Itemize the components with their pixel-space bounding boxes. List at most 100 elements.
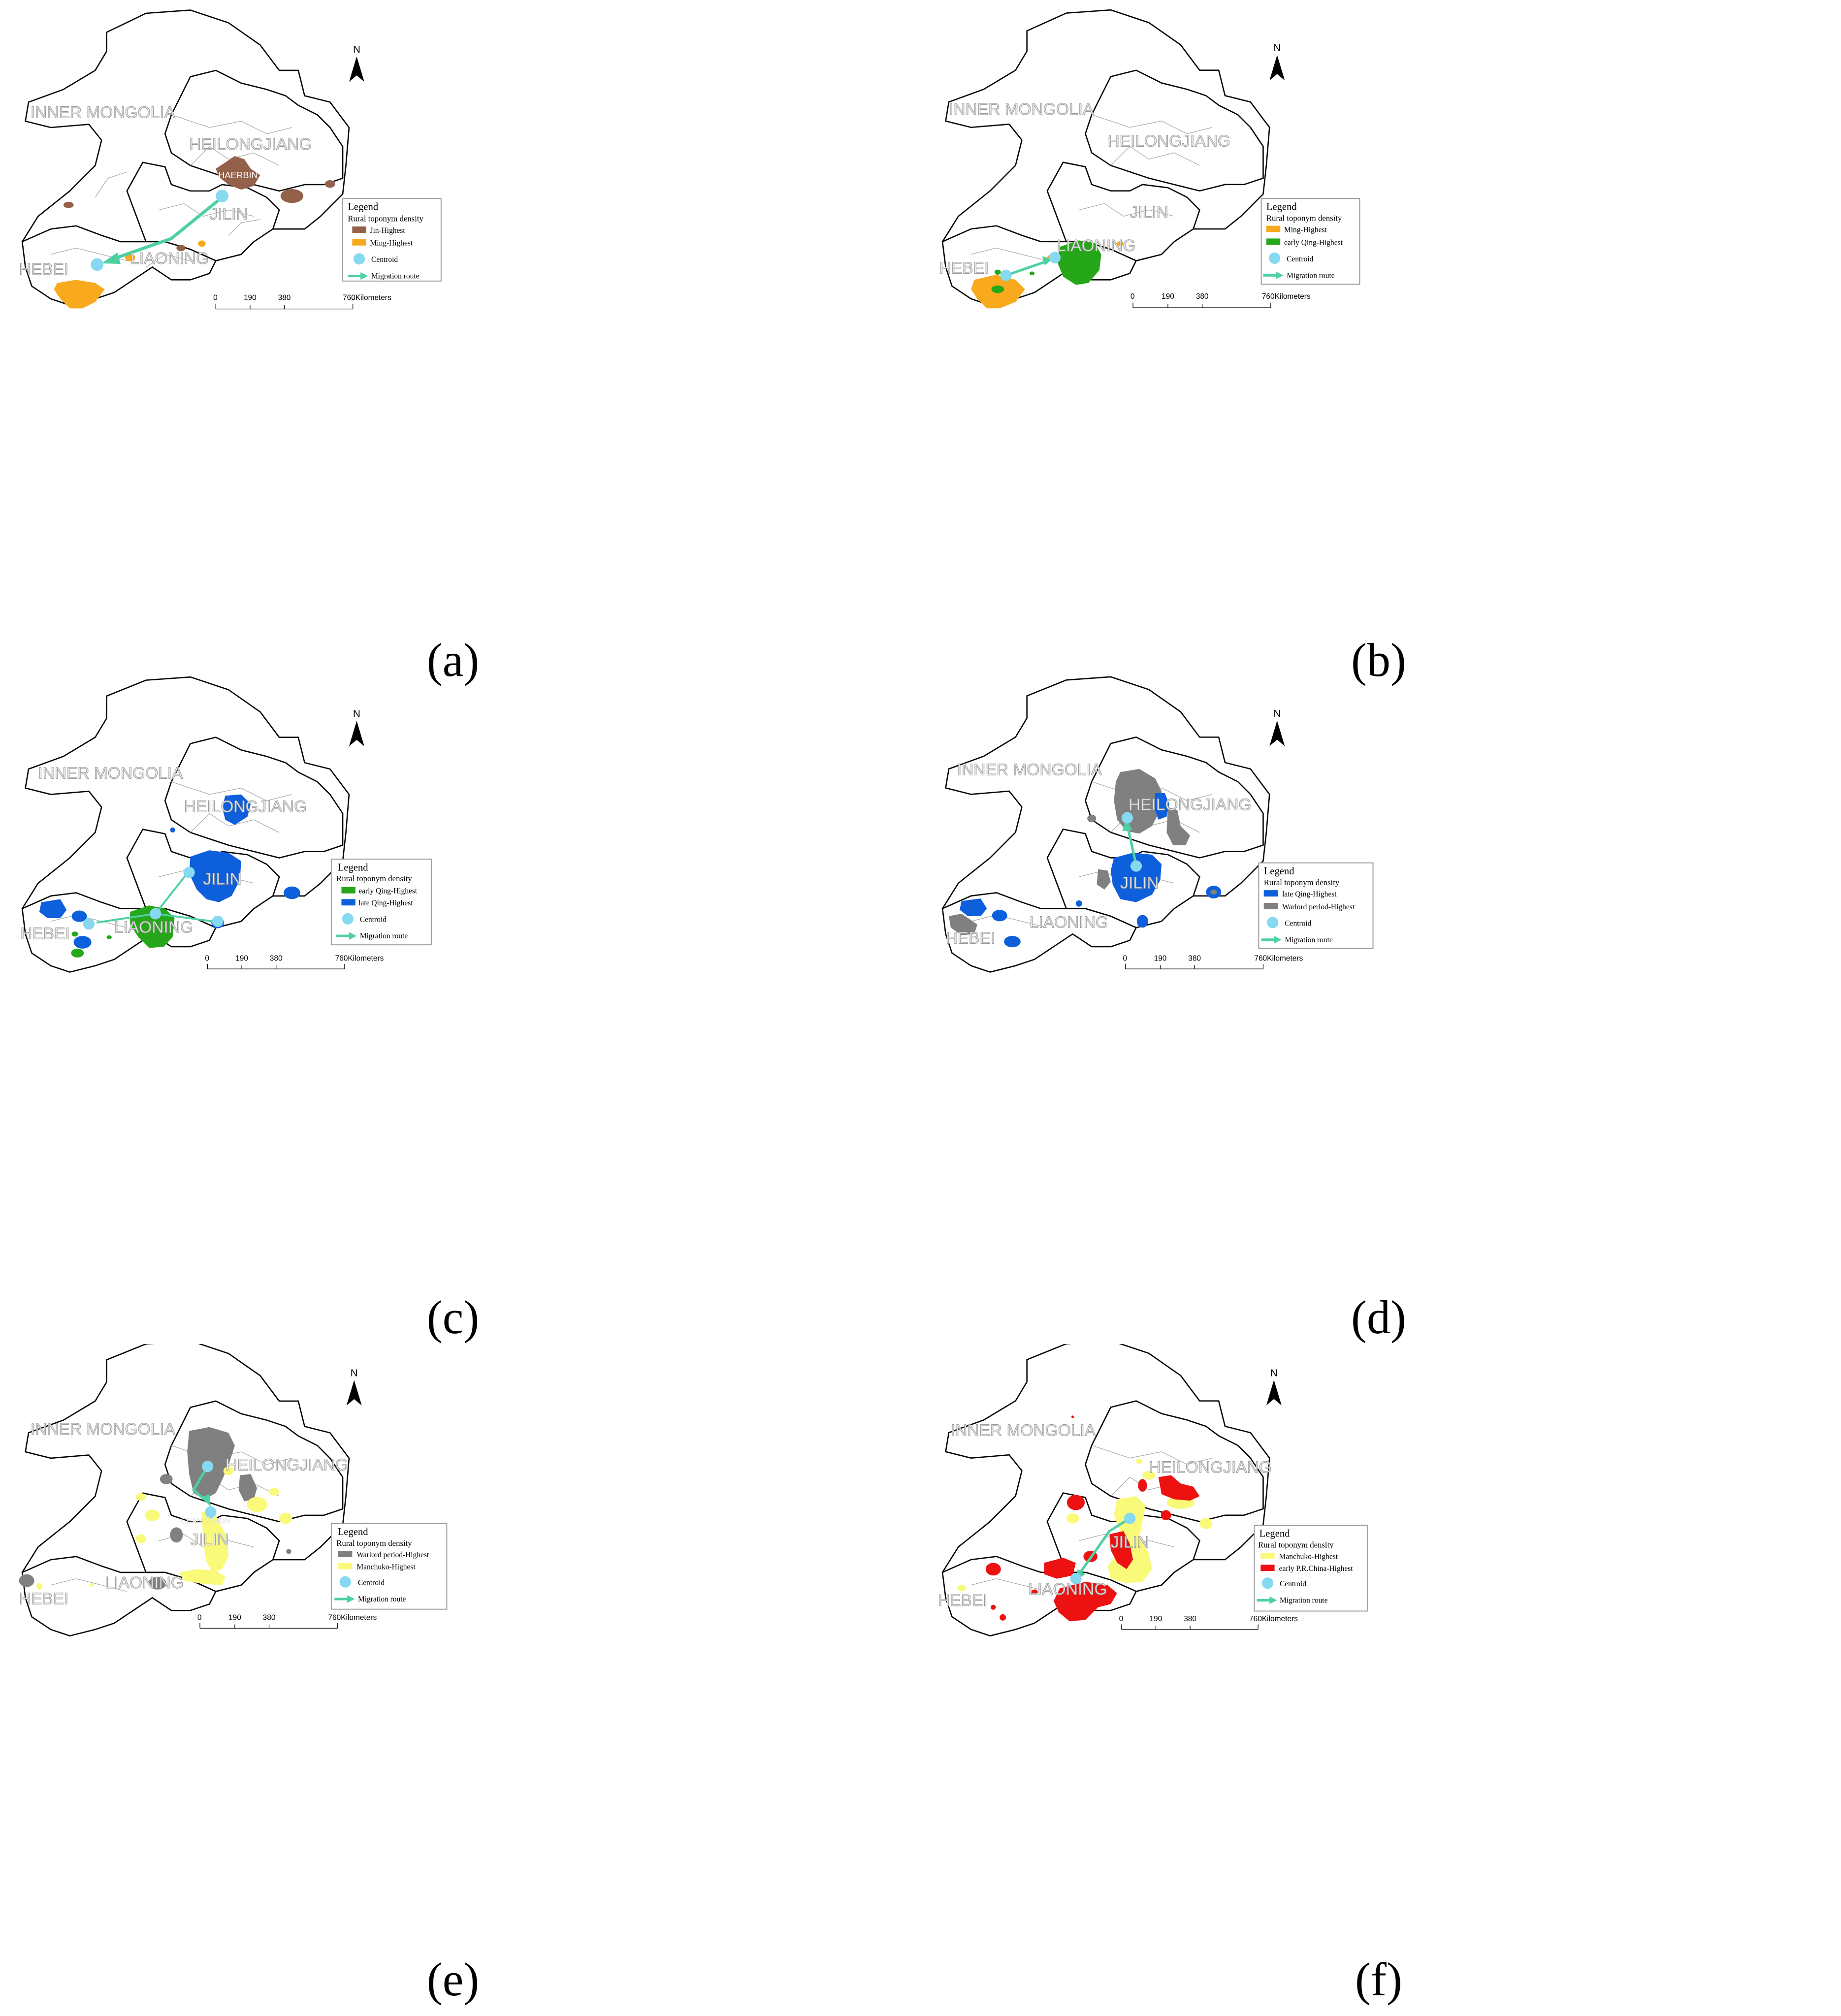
label-changchun: CHANGCHUN — [181, 1517, 230, 1526]
centroid-marker — [1124, 1512, 1136, 1524]
density-jin — [63, 201, 74, 208]
panel-caption-d: (d) — [1351, 1291, 1406, 1344]
label-heilongjiang: HEILONGJIANG — [189, 135, 312, 154]
density-late-qing — [39, 899, 67, 919]
legend-item-1: Jin-Highest — [370, 226, 405, 235]
legend-centroid: Centroid — [1280, 1580, 1306, 1588]
label-inner-mongolia: INNER MONGOLIA — [38, 764, 183, 782]
north-label: N — [1273, 42, 1281, 54]
density-manchuko — [90, 1583, 94, 1587]
province-labels: INNER MONGOLIA HEILONGJIANG JILIN LIAONI… — [19, 1420, 348, 1608]
density-early-prc — [1109, 1531, 1133, 1569]
province-boundaries — [21, 9, 350, 306]
scale-tick-190: 190 — [1162, 292, 1174, 301]
scale-tick-0: 0 — [205, 954, 209, 962]
legend-subtitle: Rural toponym density — [1264, 878, 1340, 887]
density-manchuko — [1199, 1517, 1213, 1530]
map-c: INNER MONGOLIA HEILONGJIANG JILIN LIAONI… — [20, 676, 432, 973]
scale-tick-0: 0 — [1123, 954, 1127, 962]
legend-route: Migration route — [371, 272, 420, 281]
density-warlord — [1210, 889, 1217, 895]
label-liaoning: LIAONING — [1030, 913, 1108, 931]
province-boundaries — [941, 676, 1270, 973]
scale-bar: 0 190 380 760Kilometers — [213, 294, 391, 310]
legend-item-1: late Qing-Highest — [1282, 890, 1337, 898]
legend-title: Legend — [338, 862, 368, 873]
density-late-qing — [959, 898, 987, 917]
density-jin — [216, 156, 260, 190]
scale-tick-190: 190 — [228, 1614, 241, 1622]
label-inner-mongolia: INNER MONGOLIA — [31, 104, 176, 122]
legend-item-2: early P.R.China-Highest — [1279, 1565, 1354, 1573]
scale-tick-760: 760Kilometers — [1249, 1615, 1298, 1623]
density-late-qing — [71, 910, 87, 922]
map-panel-d: INNER MONGOLIA HEILONGJIANG JILIN LIAONI… — [920, 672, 1841, 1327]
density-early-prc — [1044, 1558, 1076, 1579]
legend-title: Legend — [1260, 1529, 1291, 1539]
density-late-qing — [170, 827, 175, 833]
scale-tick-380: 380 — [1184, 1615, 1196, 1623]
province-labels: INNER MONGOLIA HEILONGJIANG JILIN LIAONI… — [939, 100, 1230, 277]
scale-tick-380: 380 — [278, 294, 291, 302]
density-manchuko — [279, 1512, 292, 1524]
legend-title: Legend — [1264, 866, 1295, 877]
scale-tick-190: 190 — [1150, 1615, 1163, 1623]
north-label: N — [1273, 708, 1281, 719]
panel-caption-f: (f) — [1355, 1953, 1402, 2006]
density-manchuko — [179, 1569, 226, 1585]
density-manchuko — [223, 1466, 234, 1475]
county-boundaries — [50, 781, 292, 928]
province-boundaries — [941, 9, 1270, 306]
density-areas — [19, 1427, 292, 1590]
migration-route — [83, 866, 224, 930]
centroid-marker — [1121, 812, 1133, 824]
map-b: INNER MONGOLIA HEILONGJIANG JILIN LIAONI… — [939, 9, 1360, 309]
legend-item-1: Ming-Highest — [1284, 226, 1327, 234]
county-boundaries — [971, 1445, 1213, 1592]
density-early-qing — [994, 269, 1001, 275]
label-liaoning: LIAONING — [1028, 1580, 1107, 1599]
density-early-qing — [1029, 271, 1035, 276]
legend: Legend Rural toponym density Jin-Highest… — [342, 198, 442, 282]
legend-subtitle: Rural toponym density — [1266, 213, 1342, 223]
scale-tick-0: 0 — [1119, 1615, 1124, 1623]
centroid-marker — [201, 1461, 214, 1472]
label-hebei: HEBEI — [20, 925, 70, 943]
density-areas — [971, 240, 1124, 309]
density-early-prc — [1071, 1415, 1074, 1418]
centroid-marker — [216, 190, 229, 203]
migration-route — [192, 1461, 217, 1518]
density-late-qing — [1136, 915, 1148, 928]
map-panel-a: INNER MONGOLIA HEILONGJIANG JILIN LIAONI… — [0, 0, 920, 655]
density-late-qing — [284, 886, 300, 899]
legend-centroid: Centroid — [358, 1579, 385, 1587]
label-hebei: HEBEI — [946, 929, 996, 948]
density-late-qing — [1075, 900, 1082, 907]
scale-tick-380: 380 — [270, 954, 283, 962]
label-hebei: HEBEI — [19, 260, 69, 279]
centroid-marker — [91, 258, 104, 271]
migration-route — [91, 190, 229, 271]
label-heilongjiang: HEILONGJIANG — [1129, 796, 1252, 814]
density-manchuko — [269, 1488, 280, 1496]
map-d: INNER MONGOLIA HEILONGJIANG JILIN LIAONI… — [941, 676, 1374, 973]
legend-centroid: Centroid — [1287, 255, 1313, 263]
map-panel-f: INNER MONGOLIA HEILONGJIANG JILIN LIAONI… — [920, 1344, 1841, 1999]
label-hebei: HEBEI — [938, 1592, 988, 1610]
scale-tick-760: 760Kilometers — [328, 1614, 377, 1622]
density-manchuko — [1142, 1471, 1156, 1480]
province-labels: INNER MONGOLIA HEILONGJIANG JILIN LIAONI… — [938, 1421, 1272, 1610]
legend-item-2: Warlord period-Highest — [1282, 903, 1355, 911]
density-warlord — [1166, 807, 1191, 845]
north-label: N — [353, 708, 360, 719]
centroid-marker — [1070, 1573, 1082, 1585]
label-liaoning: LIAONING — [114, 919, 193, 937]
county-boundaries — [50, 114, 292, 268]
province-labels: INNER MONGOLIA HEILONGJIANG JILIN LIAONI… — [945, 761, 1252, 948]
legend-route: Migration route — [1280, 1597, 1328, 1605]
county-boundaries — [50, 1445, 292, 1592]
north-arrow: N — [349, 708, 364, 746]
density-early-prc — [1161, 1510, 1171, 1521]
legend-subtitle: Rural toponym density — [348, 214, 423, 224]
density-jin — [280, 189, 304, 203]
